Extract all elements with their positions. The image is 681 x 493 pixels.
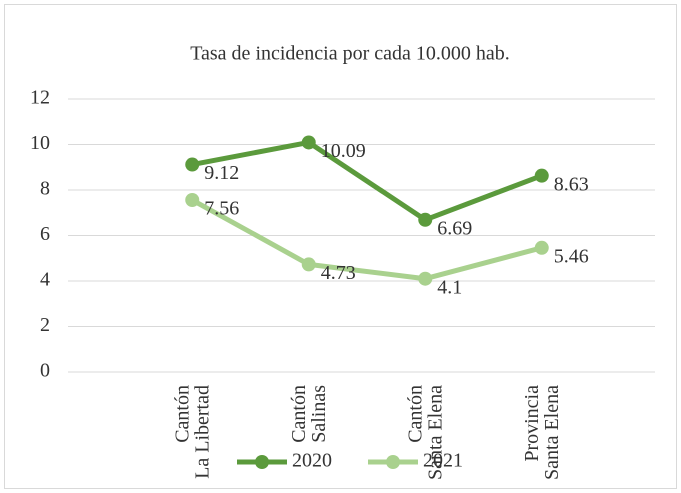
- y-tick-label: 6: [40, 223, 50, 245]
- chart-title: Tasa de incidencia por cada 10.000 hab.: [190, 43, 510, 65]
- point: [418, 212, 433, 227]
- legend-marker: [255, 455, 269, 469]
- x-tick-label: CantónSalinas: [287, 385, 329, 443]
- x-tick-label: CantónSanta Elena: [404, 385, 446, 480]
- point: [301, 135, 316, 150]
- point: [534, 240, 549, 255]
- legend-label: 2021: [423, 450, 463, 472]
- x-tick-label: ProvinciaSanta Elena: [520, 385, 562, 480]
- x-tick-label: CantónLa Libertad: [171, 385, 213, 479]
- chart-border: [4, 4, 677, 489]
- data-label: 4.1: [437, 276, 462, 298]
- y-tick-label: 2: [40, 314, 50, 336]
- data-label: 5.46: [554, 245, 589, 267]
- y-tick-label: 8: [40, 178, 50, 200]
- y-tick-label: 12: [30, 87, 50, 109]
- data-label: 10.09: [321, 140, 366, 162]
- point: [185, 157, 200, 172]
- series-line: [191, 139, 543, 223]
- data-label: 8.63: [554, 173, 589, 195]
- data-label: 4.73: [321, 262, 356, 284]
- legend-marker: [386, 455, 400, 469]
- data-label: 9.12: [204, 162, 239, 184]
- y-tick-label: 4: [40, 269, 50, 291]
- point: [301, 257, 316, 272]
- y-tick-label: 10: [30, 132, 50, 154]
- data-label: 6.69: [437, 217, 472, 239]
- y-tick-label: 0: [40, 360, 50, 382]
- point: [185, 193, 200, 208]
- series-line: [191, 197, 543, 282]
- point: [534, 168, 549, 183]
- point: [418, 271, 433, 286]
- data-label: 7.56: [204, 198, 239, 220]
- legend-label: 2020: [292, 450, 332, 472]
